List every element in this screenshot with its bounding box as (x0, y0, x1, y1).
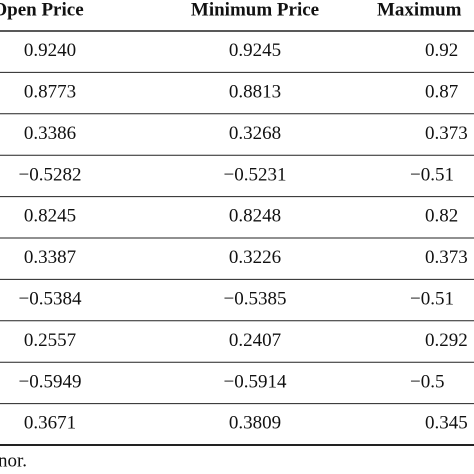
cell: 0.9240 (24, 40, 76, 61)
cell: 0.3386 (24, 123, 76, 144)
cell: 0.3809 (229, 413, 281, 434)
cell: −0.51 (410, 288, 454, 309)
cell: 0.3268 (229, 123, 281, 144)
cell: −0.5384 (19, 288, 82, 309)
cell: 0.3387 (24, 247, 76, 268)
cell: 0.8773 (24, 81, 76, 102)
cell: −0.51 (410, 164, 454, 185)
cell: 0.373 (425, 247, 468, 268)
cell: −0.5385 (224, 288, 287, 309)
cell: 0.3226 (229, 247, 281, 268)
cell: 0.82 (425, 206, 458, 227)
cell: −0.5231 (224, 164, 287, 185)
cell: 0.2557 (24, 330, 76, 351)
cell: 0.92 (425, 40, 458, 61)
cell: −0.5 (410, 371, 444, 392)
cell: −0.5914 (224, 371, 287, 392)
cell: −0.5282 (19, 164, 82, 185)
cell: 0.8245 (24, 206, 76, 227)
cell: 0.292 (425, 330, 468, 351)
table-footnote: nor. (0, 450, 27, 471)
cell: 0.87 (425, 81, 458, 102)
cell: 0.2407 (229, 330, 281, 351)
column-header: Open Price (0, 0, 84, 20)
cell: 0.9245 (229, 40, 281, 61)
cell: 0.8813 (229, 81, 281, 102)
cell: 0.345 (425, 413, 468, 434)
cell: 0.373 (425, 123, 468, 144)
cell: 0.8248 (229, 206, 281, 227)
cell: 0.3671 (24, 413, 76, 434)
cell: −0.5949 (19, 371, 82, 392)
column-header: Maximum (377, 0, 462, 20)
column-header: Minimum Price (191, 0, 319, 20)
